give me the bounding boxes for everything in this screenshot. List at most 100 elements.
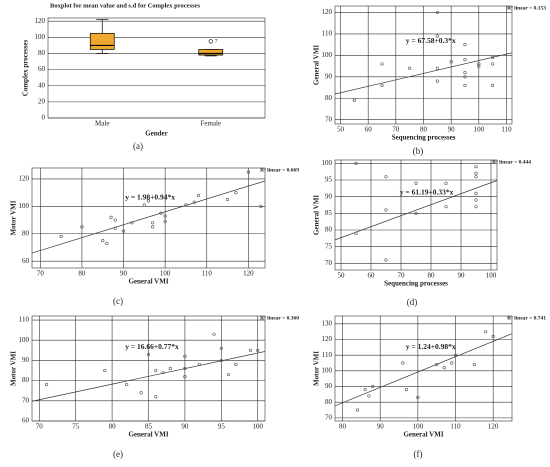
point [380, 83, 384, 87]
y-axis-label: General VMI [313, 195, 321, 235]
x-tick-label: 100 [486, 272, 497, 280]
point [121, 229, 126, 233]
point [474, 171, 478, 175]
y-tick-label: 0 [42, 114, 46, 122]
point [435, 362, 439, 367]
y-tick-label: 80 [325, 226, 333, 234]
point [183, 374, 187, 379]
point [248, 348, 253, 352]
y-tick-label: 90 [325, 72, 333, 80]
x-tick-label: 85 [145, 423, 153, 431]
point [354, 231, 358, 235]
point [384, 175, 388, 179]
point [463, 58, 467, 62]
fit-line [335, 180, 497, 241]
x-tick-label: 90 [181, 423, 189, 431]
point [101, 239, 105, 243]
fit-line [335, 52, 512, 95]
point [113, 226, 117, 230]
point [163, 214, 167, 218]
x-tick-label: 110 [450, 423, 461, 431]
y-axis-label: Motor VMI [10, 351, 18, 386]
point [491, 62, 495, 66]
y-tick-label: 100 [19, 336, 30, 344]
point [435, 79, 439, 83]
point [234, 362, 238, 367]
y-tick-label: 60 [22, 257, 30, 265]
point [491, 334, 495, 338]
y-tick-label: 120 [19, 175, 30, 183]
point [196, 193, 201, 197]
x-tick-label: 120 [488, 423, 499, 431]
point [463, 70, 467, 75]
x-tick-label: 80 [78, 270, 86, 278]
x-tick-label: 80 [109, 423, 117, 431]
point [450, 361, 454, 365]
point [367, 394, 371, 398]
y-tick-label: 100 [322, 159, 333, 167]
y-tick-label: 90 [325, 382, 333, 390]
x-tick-label: 100 [252, 423, 263, 431]
y-tick-label: 100 [35, 33, 46, 41]
point [414, 181, 418, 185]
point [453, 353, 458, 357]
equation: y = 61.19+0.33*x [400, 188, 454, 197]
x-tick-label: 100 [474, 126, 485, 134]
r2-label: R² linear = 0.669 [260, 167, 299, 173]
point [474, 198, 478, 202]
point [414, 211, 418, 215]
y-tick-label: 70 [325, 259, 333, 267]
panel-label: (d) [407, 297, 418, 307]
x-tick-label: 70 [398, 272, 406, 280]
fit-line [335, 333, 512, 407]
point [80, 225, 84, 229]
point [472, 362, 476, 367]
outlier [208, 39, 213, 44]
point [154, 368, 158, 373]
y-axis-label: Complex processes [22, 40, 30, 97]
point [352, 98, 356, 102]
y-tick-label: 120 [322, 8, 333, 16]
point [259, 204, 263, 208]
x-tick-label: 110 [501, 126, 512, 134]
y-tick-label: 75 [325, 242, 333, 250]
y-tick-label: 80 [38, 49, 46, 57]
point [197, 362, 202, 367]
point [444, 181, 448, 185]
y-axis-label: Motor VMI [313, 351, 321, 386]
point [212, 332, 216, 336]
equation: y = 16.66+0.77*x [125, 342, 179, 351]
point [474, 175, 478, 179]
plot-frame [47, 17, 266, 119]
plot-frame [31, 315, 266, 422]
point [226, 372, 231, 377]
y-tick-label: 120 [322, 335, 333, 343]
y-tick-label: 100 [322, 51, 333, 59]
x-tick-label: 75 [72, 423, 80, 431]
x-axis-label: General VMI [128, 431, 168, 439]
point [463, 75, 467, 79]
y-tick-label: 60 [22, 417, 30, 425]
x-tick-label: 90 [377, 423, 385, 431]
point [109, 215, 113, 219]
r2-label: R² linear = 0.741 [507, 315, 546, 321]
x-axis-label: Sequencing processes [392, 134, 456, 142]
y-tick-label: 85 [325, 209, 333, 217]
x-axis-label: Sequencing processes [384, 280, 448, 288]
point [161, 370, 165, 375]
x-tick-label: 80 [339, 423, 347, 431]
point [474, 165, 478, 169]
point [380, 62, 384, 66]
point [234, 191, 238, 195]
point [139, 391, 143, 395]
y-tick-label: 80 [325, 398, 333, 406]
x-axis-label: General VMI [128, 278, 168, 286]
x-tick-label: 70 [37, 270, 45, 278]
x-tick-label: 100 [413, 423, 424, 431]
point [355, 408, 360, 412]
panel-label: (a) [133, 141, 143, 151]
y-tick-label: 70 [325, 115, 333, 123]
point [159, 211, 163, 215]
point [225, 197, 230, 202]
